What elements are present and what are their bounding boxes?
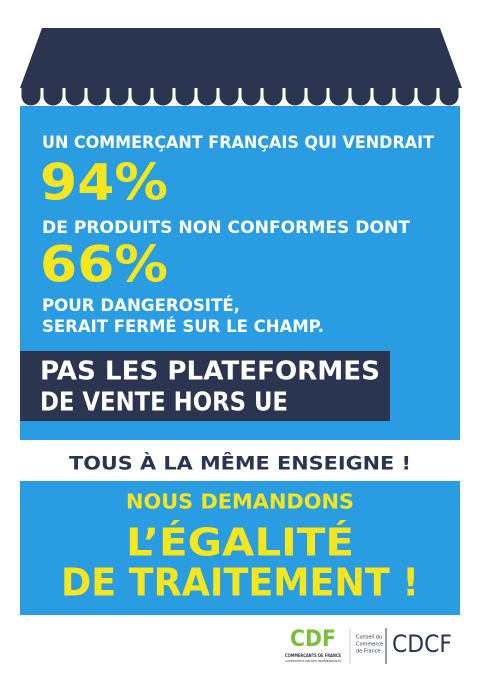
demand: NOUS DEMANDONS bbox=[126, 490, 354, 514]
scallop bbox=[65, 88, 85, 106]
logo-box bbox=[282, 615, 460, 671]
slogan: TOUS À LA MÊME ENSEIGNE ! bbox=[69, 452, 411, 475]
headline: DE TRAITEMENT ! bbox=[61, 561, 419, 605]
banner-box bbox=[20, 351, 390, 421]
stat: 66% bbox=[40, 236, 168, 294]
stat: 94% bbox=[40, 154, 168, 212]
banner-line: DE VENTE HORS UE bbox=[40, 388, 288, 418]
scallop bbox=[21, 88, 41, 106]
line: POUR DANGEROSITÉ, bbox=[42, 294, 240, 316]
scallop bbox=[219, 88, 239, 106]
cdcf-logo: CDCF bbox=[392, 630, 452, 658]
bottom-panel bbox=[20, 481, 460, 615]
cdf-name: COMMERÇANTS DE FRANCE bbox=[285, 653, 341, 658]
cdcf-name: Conseil du bbox=[356, 635, 382, 641]
scallop bbox=[285, 88, 305, 106]
scallop bbox=[175, 88, 195, 106]
scallop bbox=[241, 88, 261, 106]
headline: L’ÉGALITÉ bbox=[126, 521, 354, 565]
cdf-sub: CONFÉDÉRATION DES INDÉPENDANTS bbox=[285, 658, 341, 663]
scallop bbox=[329, 88, 349, 106]
cdcf-name: de France bbox=[356, 649, 380, 655]
scallop bbox=[153, 88, 173, 106]
line: UN COMMERÇANT FRANÇAIS QUI VENDRAIT bbox=[42, 133, 434, 153]
cdf-logo: CDF bbox=[290, 627, 336, 652]
scallop bbox=[307, 88, 327, 106]
banner-line: PAS LES PLATEFORMES bbox=[40, 357, 380, 387]
scallop bbox=[197, 88, 217, 106]
scallop bbox=[439, 88, 459, 106]
scallop bbox=[417, 88, 437, 106]
scallop bbox=[109, 88, 129, 106]
scallop bbox=[263, 88, 283, 106]
cdcf-name: Commerce bbox=[356, 642, 383, 648]
scallop bbox=[131, 88, 151, 106]
scallop bbox=[395, 88, 415, 106]
line: DE PRODUITS NON CONFORMES DONT bbox=[42, 218, 410, 238]
scallop bbox=[373, 88, 393, 106]
scallop bbox=[87, 88, 107, 106]
line: SERAIT FERMÉ SUR LE CHAMP. bbox=[42, 315, 324, 337]
awning-scallops bbox=[21, 88, 459, 106]
scallop bbox=[351, 88, 371, 106]
awning bbox=[20, 28, 462, 88]
scallop bbox=[43, 88, 63, 106]
